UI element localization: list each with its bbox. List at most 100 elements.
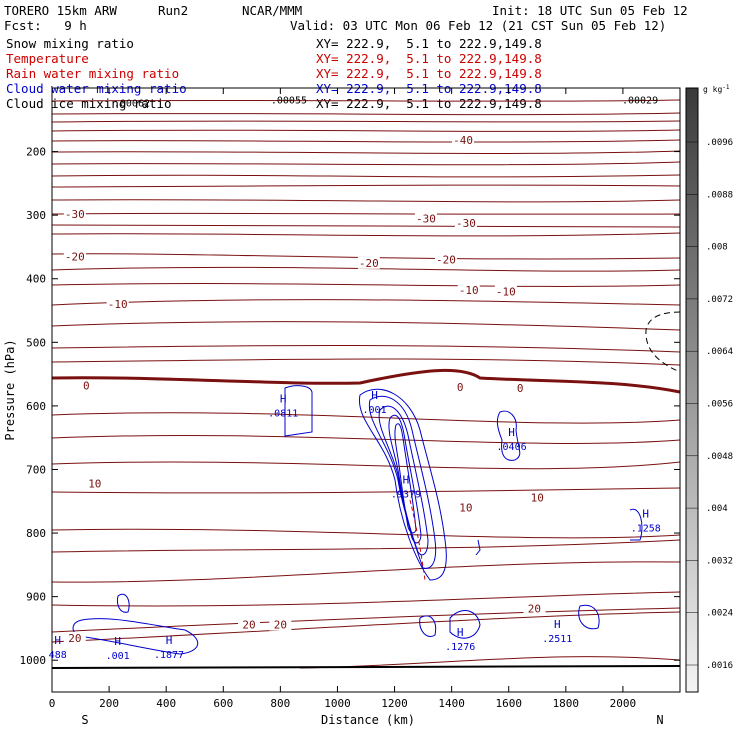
field-xy-temperature: XY= 222.9, 5.1 to 222.9,149.8 bbox=[316, 51, 542, 66]
colorbar-unit-exponent: -1 bbox=[722, 84, 730, 91]
temperature-label-bg bbox=[457, 284, 480, 297]
maximum-value-label: .001 bbox=[363, 405, 387, 416]
field-xy-rain: XY= 222.9, 5.1 to 222.9,149.8 bbox=[316, 66, 542, 81]
temperature-label-bg bbox=[75, 379, 98, 392]
maximum-value-label: .00029 bbox=[622, 95, 658, 106]
x-tick-label: 1600 bbox=[495, 697, 522, 710]
y-tick-label: 700 bbox=[26, 463, 46, 476]
temperature-label-bg bbox=[269, 618, 292, 631]
colorbar-label: .004 bbox=[706, 504, 728, 514]
temperature-label: -10 bbox=[459, 284, 479, 297]
x-tick-label: 400 bbox=[156, 697, 176, 710]
maximum-value-label: .001 bbox=[106, 651, 130, 662]
temperature-label: 10 bbox=[531, 491, 544, 504]
maximum-value-label: .0811 bbox=[268, 408, 298, 419]
forecast-hour: Fcst: 9 h bbox=[4, 18, 87, 33]
maximum-h-marker: H bbox=[403, 474, 410, 487]
temperature-label-bg bbox=[494, 285, 517, 298]
temperature-label: -20 bbox=[65, 250, 85, 263]
temperature-label: -40 bbox=[453, 134, 473, 147]
y-tick-label: 1000 bbox=[20, 654, 47, 667]
isotherm-contours bbox=[51, 99, 681, 669]
temperature-label-bg bbox=[449, 380, 472, 393]
colorbar: .0096 .0088 .008 .0072 .0064 .0056 .0048 .004 .0… bbox=[685, 84, 733, 693]
maximum-value-label: .2511 bbox=[542, 634, 572, 645]
y-tick-label: 800 bbox=[26, 527, 46, 540]
temperature-label: -30 bbox=[65, 208, 85, 221]
rain-water-contour bbox=[409, 499, 426, 581]
temperature-label: 0 bbox=[83, 380, 90, 393]
field-xy-cloud-ice: XY= 222.9, 5.1 to 222.9,149.8 bbox=[316, 96, 542, 111]
maximum-h-marker: H bbox=[371, 389, 378, 402]
maximum-h-marker: H bbox=[554, 618, 561, 631]
colorbar-label: .0016 bbox=[706, 661, 733, 671]
maxima-labels: .0811 .001 .0406 .9379 .1258 .1276 .2511 488 .00… bbox=[49, 95, 661, 662]
temperature-label-bg bbox=[509, 382, 532, 395]
temperature-label-bg bbox=[523, 602, 546, 615]
maximum-h-marker: H bbox=[642, 507, 649, 520]
maximum-value-label: .9379 bbox=[391, 490, 421, 501]
model-title: TORERO 15km ARW bbox=[4, 3, 117, 18]
y-tick-label: 600 bbox=[26, 400, 46, 413]
org-label: NCAR/MMM bbox=[242, 3, 303, 18]
run-label: Run2 bbox=[158, 3, 189, 18]
temperature-label-bg bbox=[454, 501, 477, 514]
x-tick-label: 1400 bbox=[438, 697, 465, 710]
temperature-label: 20 bbox=[274, 619, 287, 632]
temperature-label-bg bbox=[414, 212, 437, 225]
maximum-value-label: .00062 bbox=[114, 99, 150, 110]
colorbar-unit: g kg-1 bbox=[703, 84, 730, 94]
temperature-contour-labels: -40 -30 -30 -30 -20 -20 -20 -10 -10 -10 0 0 0 10 10 10 2… bbox=[63, 134, 549, 645]
colorbar-label: .0088 bbox=[706, 190, 733, 200]
temperature-label: -10 bbox=[108, 298, 128, 311]
colorbar-label: .0056 bbox=[706, 400, 733, 410]
field-label-temperature: Temperature bbox=[6, 51, 89, 66]
temperature-label-bg bbox=[526, 491, 549, 504]
temperature-label: -30 bbox=[416, 212, 436, 225]
colorbar-label: .0032 bbox=[706, 556, 733, 566]
cloud-water-contours bbox=[72, 385, 643, 655]
maximum-h-marker: H bbox=[54, 634, 61, 647]
x-tick-label: 1000 bbox=[324, 697, 351, 710]
maximum-h-marker: H bbox=[114, 635, 121, 648]
maximum-value-label: .1258 bbox=[631, 523, 661, 534]
y-axis-label: Pressure (hPa) bbox=[3, 339, 17, 440]
x-tick-label: 1200 bbox=[381, 697, 408, 710]
colorbar-gradient bbox=[685, 87, 699, 693]
colorbar-label: .0064 bbox=[706, 347, 733, 357]
temperature-label: 20 bbox=[242, 619, 255, 632]
colorbar-label: .0048 bbox=[706, 452, 733, 462]
x-axis-label: Distance (km) bbox=[321, 713, 415, 727]
maximum-h-marker: H bbox=[457, 626, 464, 639]
colorbar-label: .0024 bbox=[706, 609, 733, 619]
x-tick-label: 2000 bbox=[610, 697, 637, 710]
y-tick-label: 200 bbox=[26, 146, 46, 159]
maximum-value-label: .1877 bbox=[154, 650, 184, 661]
x-axis-ticks: 0 200 400 600 800 1000 1200 1400 1600 1800 2000 bbox=[49, 88, 636, 710]
colorbar-label: .0096 bbox=[706, 138, 733, 148]
field-label-cloud-water: Cloud water mixing ratio bbox=[6, 81, 187, 96]
plot-frame bbox=[51, 87, 681, 693]
y-tick-label: 300 bbox=[26, 209, 46, 222]
maximum-value-label: 488 bbox=[49, 650, 67, 661]
temperature-label-bg bbox=[434, 253, 457, 266]
temperature-label-bg bbox=[106, 298, 129, 311]
temperature-label: -20 bbox=[436, 254, 456, 267]
field-label-rain: Rain water mixing ratio bbox=[6, 66, 180, 81]
north-label: N bbox=[656, 713, 663, 727]
temperature-label: 20 bbox=[68, 632, 81, 645]
colorbar-unit-base: g kg bbox=[703, 85, 722, 94]
y-tick-label: 500 bbox=[26, 336, 46, 349]
colorbar-label: .008 bbox=[706, 243, 728, 253]
temperature-label-bg bbox=[454, 216, 477, 229]
temperature-label: 0 bbox=[517, 382, 524, 395]
field-label-snow: Snow mixing ratio bbox=[6, 36, 134, 51]
field-label-cloud-ice: Cloud ice mixing ratio bbox=[6, 96, 172, 111]
y-tick-label: 400 bbox=[26, 273, 46, 286]
temperature-label-bg bbox=[452, 134, 475, 147]
field-xy-snow: XY= 222.9, 5.1 to 222.9,149.8 bbox=[316, 36, 542, 51]
cloud-ice-contour bbox=[645, 311, 681, 373]
south-label: S bbox=[81, 713, 88, 727]
freezing-level-contour bbox=[51, 368, 681, 394]
